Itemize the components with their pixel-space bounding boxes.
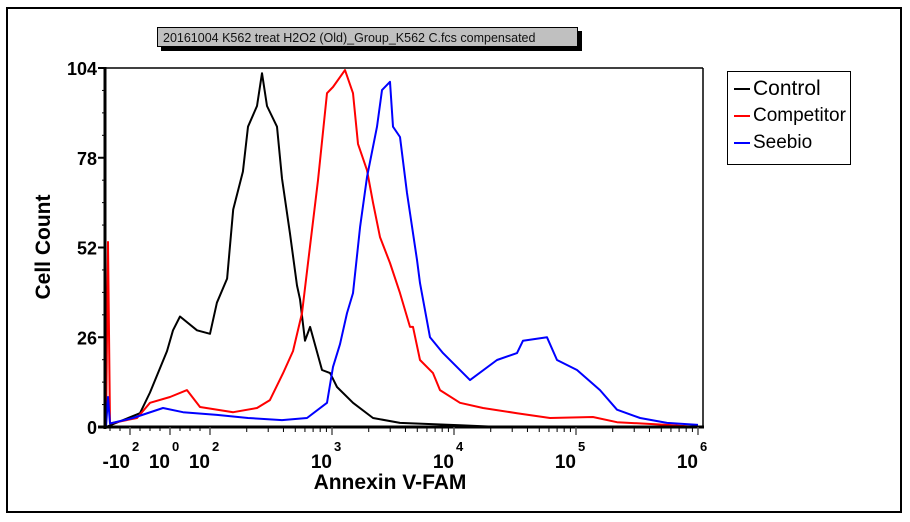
x-tick-label: 10: [189, 452, 210, 473]
legend-item-control: Control: [734, 76, 821, 102]
x-tick-label: 10: [555, 452, 576, 473]
series-line-competitor: [105, 69, 699, 428]
legend-item-seebio: Seebio: [734, 130, 812, 156]
series-line-control: [105, 72, 501, 428]
x-tick-label: 10: [311, 452, 332, 473]
series-line-seebio: [105, 80, 699, 428]
legend-swatch: [734, 115, 750, 117]
legend-label: Competitor: [753, 105, 846, 126]
legend-swatch: [734, 142, 750, 144]
y-tick-label: 0: [87, 418, 97, 438]
x-tick-exponent: 0: [172, 439, 179, 454]
y-tick-label: 26: [77, 328, 97, 348]
x-tick-exponent: 3: [334, 439, 341, 454]
x-tick-exponent: 2: [212, 439, 219, 454]
x-tick-exponent: 6: [700, 439, 707, 454]
y-tick-label: 104: [67, 59, 97, 79]
x-tick-exponent: 2: [132, 439, 139, 454]
y-tick-label: 52: [77, 239, 97, 259]
x-tick-exponent: 5: [578, 439, 585, 454]
legend-swatch: [734, 88, 750, 90]
x-tick-exponent: 4: [456, 439, 464, 454]
plot-area: [105, 67, 704, 427]
legend-item-competitor: Competitor: [734, 103, 846, 129]
legend-label: Seebio: [753, 132, 813, 153]
y-axis-title: Cell Count: [32, 195, 55, 300]
x-tick-label: 10: [677, 452, 698, 473]
x-tick-label: -10: [103, 452, 130, 473]
chart-title: 20161004 K562 treat H2O2 (Old)_Group_K56…: [157, 27, 578, 47]
image-frame: [6, 7, 902, 513]
legend-label: Control: [753, 77, 821, 100]
x-axis-title: Annexin V-FAM: [314, 471, 467, 494]
x-tick-label: 10: [149, 452, 170, 473]
y-tick-label: 78: [77, 149, 97, 169]
legend: Control Competitor Seebio: [727, 71, 851, 165]
x-tick-label: 10: [433, 452, 454, 473]
series-lines: [105, 69, 699, 428]
